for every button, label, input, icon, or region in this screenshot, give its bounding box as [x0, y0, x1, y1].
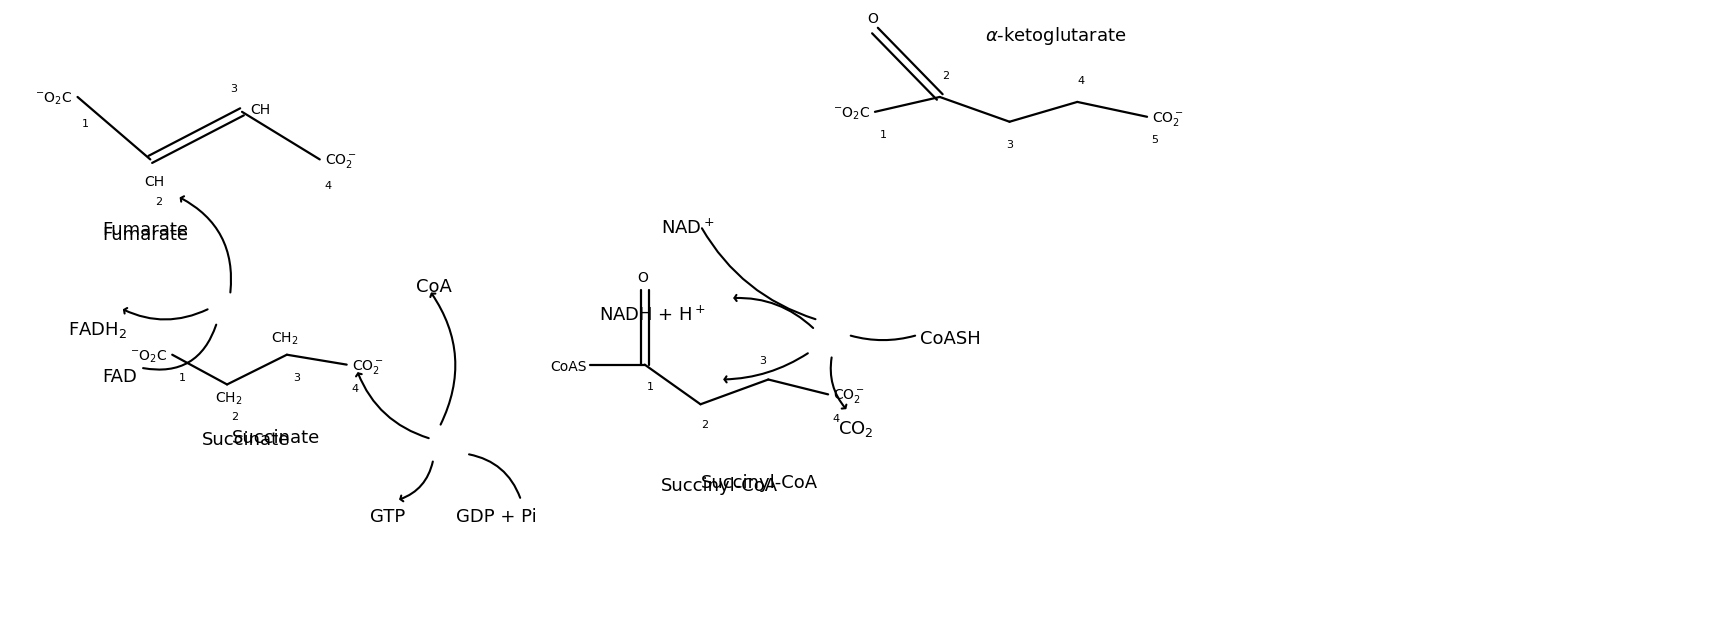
Text: GDP + Pi: GDP + Pi	[456, 508, 537, 526]
Text: CO$_2^-$: CO$_2^-$	[834, 387, 865, 405]
Text: CoASH: CoASH	[920, 330, 980, 348]
Text: NAD$^+$: NAD$^+$	[661, 219, 715, 238]
Text: NADH + H$^+$: NADH + H$^+$	[599, 305, 706, 325]
Text: 4: 4	[350, 384, 359, 395]
Text: 4: 4	[324, 181, 331, 191]
Text: 3: 3	[231, 84, 238, 94]
Text: CH$_2$: CH$_2$	[271, 330, 299, 346]
Text: $\alpha$-ketoglutarate: $\alpha$-ketoglutarate	[984, 24, 1125, 46]
Text: 2: 2	[155, 197, 162, 207]
Text: CoAS: CoAS	[551, 359, 587, 374]
Text: 2: 2	[701, 420, 708, 430]
Text: Succinyl-CoA: Succinyl-CoA	[701, 474, 818, 491]
Text: 2: 2	[231, 412, 238, 422]
Text: 2: 2	[942, 71, 949, 81]
Text: Succinate: Succinate	[231, 429, 321, 447]
Text: CO$_2^-$: CO$_2^-$	[352, 357, 383, 375]
Text: $^{-}$O$_2$C: $^{-}$O$_2$C	[35, 91, 72, 107]
Text: 4: 4	[832, 414, 839, 424]
Text: CH$_2$: CH$_2$	[216, 390, 243, 407]
Text: 5: 5	[1151, 135, 1158, 145]
Text: 1: 1	[180, 373, 186, 383]
Text: GTP: GTP	[369, 508, 406, 526]
Text: 3: 3	[759, 355, 766, 366]
Text: Succinate: Succinate	[202, 431, 290, 449]
Text: 1: 1	[83, 118, 90, 129]
Text: Succinyl-CoA: Succinyl-CoA	[661, 477, 778, 495]
Text: 4: 4	[1077, 76, 1086, 86]
Text: CH: CH	[145, 175, 164, 189]
Text: 3: 3	[293, 373, 300, 383]
Text: $^{-}$O$_2$C: $^{-}$O$_2$C	[129, 348, 167, 365]
Text: CoA: CoA	[416, 278, 452, 296]
Text: FADH$_2$: FADH$_2$	[67, 320, 126, 340]
Text: 3: 3	[1006, 140, 1013, 149]
Text: Fumarate: Fumarate	[102, 226, 188, 244]
Text: O: O	[868, 12, 879, 26]
Text: CO$_2^-$: CO$_2^-$	[324, 153, 357, 171]
Text: CO$_2$: CO$_2$	[839, 419, 873, 439]
Text: CH: CH	[250, 103, 269, 117]
Text: 1: 1	[647, 383, 654, 392]
Text: FAD: FAD	[102, 368, 138, 386]
Text: O: O	[637, 271, 649, 285]
Text: CO$_2^-$: CO$_2^-$	[1151, 109, 1184, 128]
Text: 1: 1	[880, 129, 887, 140]
Text: $^{-}$O$_2$C: $^{-}$O$_2$C	[832, 106, 870, 122]
Text: Fumarate: Fumarate	[102, 221, 188, 239]
